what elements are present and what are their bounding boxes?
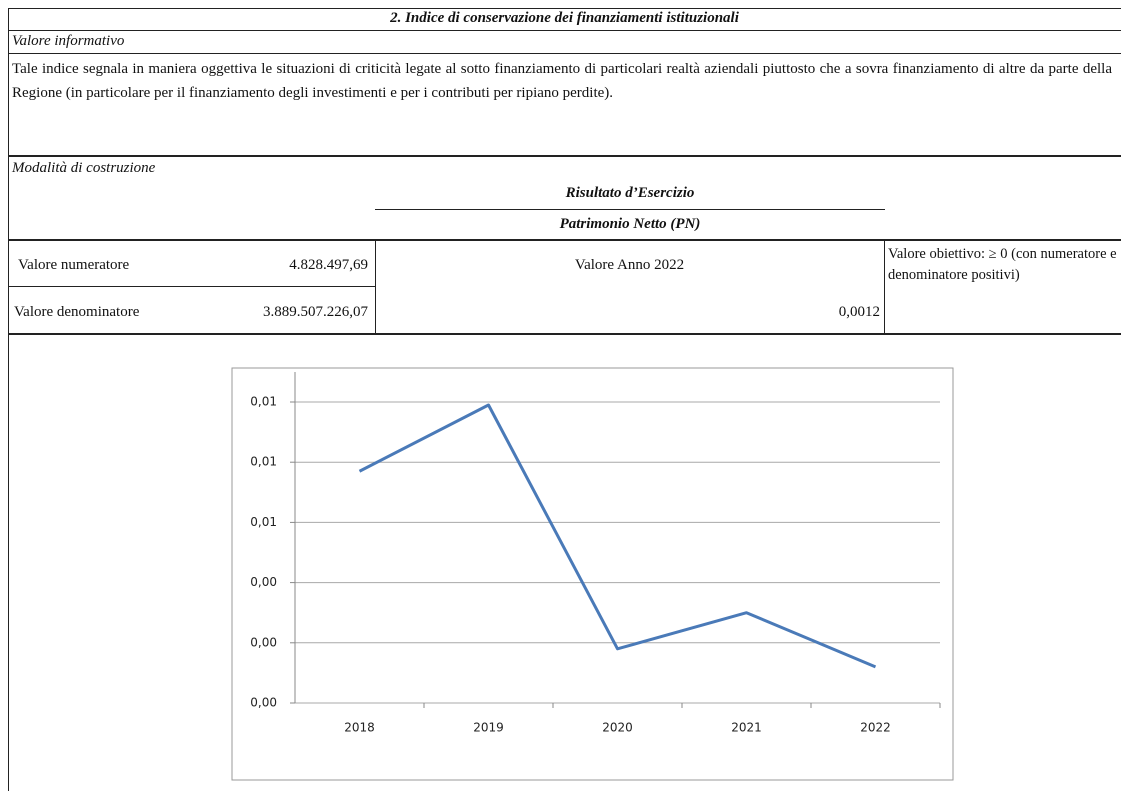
fraction-line xyxy=(375,209,885,210)
y-tick-label: 0,00 xyxy=(250,635,277,649)
cell: 0,0012 xyxy=(838,304,880,320)
y-tick-label: 0,01 xyxy=(250,515,277,529)
y-tick-label: 0,01 xyxy=(250,395,277,409)
x-tick-label: 2018 xyxy=(344,721,375,735)
paragraph: Tale indice segnala in maniera oggettiva… xyxy=(12,61,1112,101)
cell: Valore numeratore xyxy=(18,257,130,273)
y-tick-label: 0,01 xyxy=(250,455,277,469)
cell: 3.889.507.226,07 xyxy=(263,304,368,320)
rule xyxy=(884,240,885,334)
rule xyxy=(8,286,375,287)
x-tick-label: 2019 xyxy=(473,721,504,735)
y-tick-label: 0,00 xyxy=(250,696,277,710)
y-tick-label: 0,00 xyxy=(250,575,277,589)
cell: 4.828.497,69 xyxy=(289,257,368,273)
rule xyxy=(8,30,1121,31)
rule xyxy=(8,53,1121,54)
cell: Valore Anno 2022 xyxy=(574,257,685,273)
numerator: Risultato d’Esercizio xyxy=(565,185,695,201)
rule xyxy=(375,240,376,334)
x-tick-label: 2021 xyxy=(731,721,762,735)
x-tick-label: 2020 xyxy=(602,721,633,735)
section-label: Valore informativo xyxy=(12,33,125,49)
cell: Valore obiettivo: ≥ 0 (con numeratore e … xyxy=(888,246,1117,283)
rule xyxy=(8,333,1121,335)
title: 2. Indice di conservazione dei finanziam… xyxy=(390,10,739,26)
rule xyxy=(8,155,1121,157)
rule xyxy=(8,239,1121,241)
chart-frame xyxy=(231,367,954,781)
denominator: Patrimonio Netto (PN) xyxy=(559,216,701,232)
x-tick-label: 2022 xyxy=(860,721,891,735)
section-label: Modalità di costruzione xyxy=(12,160,156,176)
line xyxy=(358,403,877,669)
frame xyxy=(8,8,1121,791)
cell: Valore denominatore xyxy=(14,304,140,320)
